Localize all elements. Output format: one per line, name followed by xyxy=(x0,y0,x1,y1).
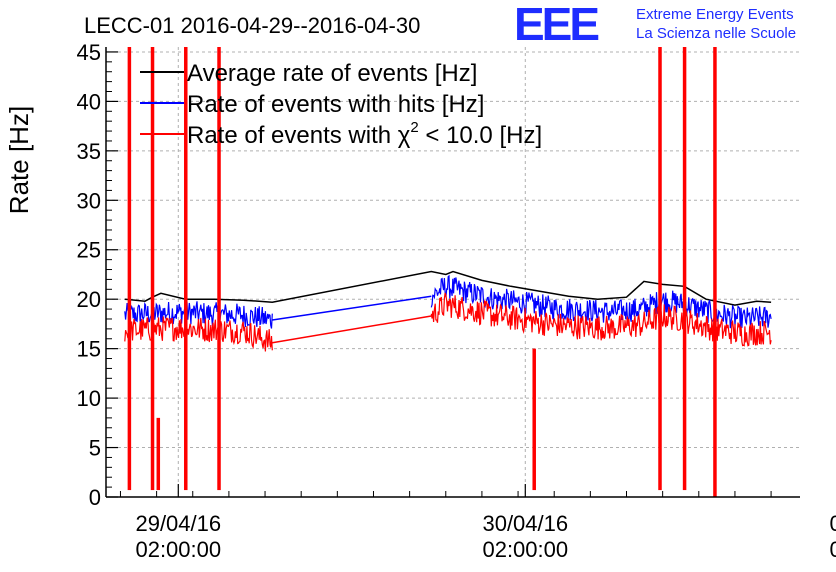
x-tick-date: 29/04/16 xyxy=(135,511,221,536)
legend-label: Rate of events with χ2 < 10.0 [Hz] xyxy=(187,119,542,149)
x-tick-time: 02:00:00 xyxy=(829,537,836,562)
spike-mark xyxy=(217,47,221,491)
y-axis-label: Rate [Hz] xyxy=(4,106,34,214)
spike-mark xyxy=(532,348,536,491)
spike-mark xyxy=(156,417,161,491)
legend-label: Rate of events with hits [Hz] xyxy=(187,91,484,118)
series-line-average xyxy=(124,270,772,306)
series-gap-line xyxy=(272,315,432,344)
spike-mark xyxy=(713,47,717,497)
legend: Average rate of events [Hz] Rate of event… xyxy=(140,60,542,149)
series-gap-line xyxy=(272,295,432,321)
x-tick-time: 02:00:00 xyxy=(482,537,568,562)
legend-label: Average rate of events [Hz] xyxy=(187,60,477,87)
x-tick-date: 01/05/16 xyxy=(829,511,836,536)
y-tick-label: 30 xyxy=(77,188,101,213)
x-tick-time: 02:00:00 xyxy=(135,537,221,562)
y-tick-label: 5 xyxy=(89,436,101,461)
series-noise-trace xyxy=(124,292,772,352)
y-tick-label: 40 xyxy=(77,89,101,114)
spike-mark xyxy=(150,47,155,491)
logo-subtitle-line1: Extreme Energy Events xyxy=(636,6,794,23)
eee-logo: EEE Extreme Energy Events La Scienza nel… xyxy=(514,0,796,50)
y-tick-label: 35 xyxy=(77,139,101,164)
y-tick-label: 25 xyxy=(77,238,101,263)
logo-subtitle-line2: La Scienza nelle Scuole xyxy=(636,25,796,42)
series-layer xyxy=(124,47,772,497)
logo-letters: EEE xyxy=(514,0,598,50)
spike-mark xyxy=(682,47,687,491)
chart-title: LECC-01 2016-04-29--2016-04-30 xyxy=(84,13,420,38)
y-tick-label: 15 xyxy=(77,337,101,362)
y-tick-label: 20 xyxy=(77,287,101,312)
y-tick-label: 10 xyxy=(77,386,101,411)
ticks: 05101520253035404529/04/1602:00:0030/04/… xyxy=(77,40,836,562)
spike-mark xyxy=(658,47,662,491)
x-tick-date: 30/04/16 xyxy=(482,511,568,536)
series-2 xyxy=(124,47,772,497)
y-tick-label: 0 xyxy=(89,485,101,510)
spike-mark xyxy=(127,47,132,491)
axes xyxy=(105,47,800,498)
y-tick-label: 45 xyxy=(77,40,101,65)
series-0 xyxy=(124,270,772,306)
spike-mark xyxy=(184,47,188,491)
